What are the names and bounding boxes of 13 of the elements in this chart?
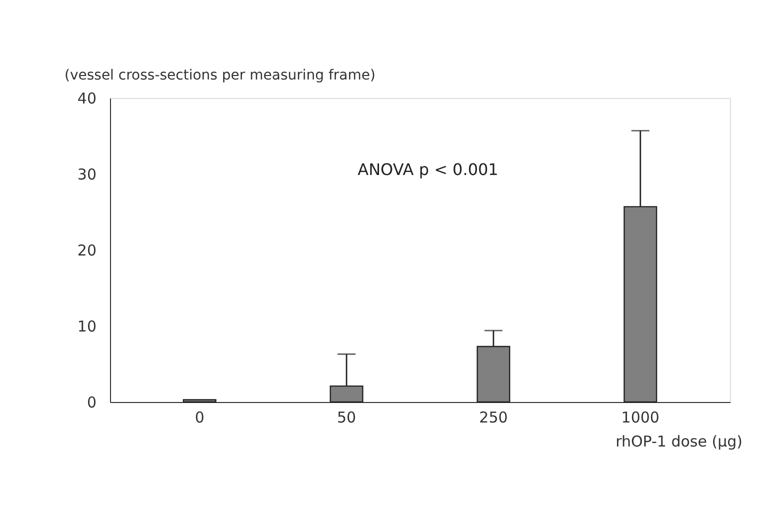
- y-tick-label: 10: [77, 318, 96, 336]
- x-tick-label: 0: [194, 408, 204, 426]
- y-tick-label: 20: [77, 242, 96, 260]
- annotation: ANOVA p < 0.001: [358, 160, 498, 179]
- x-tick-label: 1000: [621, 408, 660, 426]
- y-tick-label: 30: [77, 166, 96, 184]
- y-axis-title: (vessel cross-sections per measuring frame): [64, 68, 376, 84]
- y-tick-label: 40: [77, 90, 96, 108]
- x-axis-title: rhOP-1 dose (µg): [616, 432, 742, 450]
- y-tick-label: 0: [86, 394, 96, 412]
- x-tick-label: 50: [336, 408, 356, 426]
- bar: [182, 399, 216, 403]
- x-tick-label: 250: [479, 408, 508, 426]
